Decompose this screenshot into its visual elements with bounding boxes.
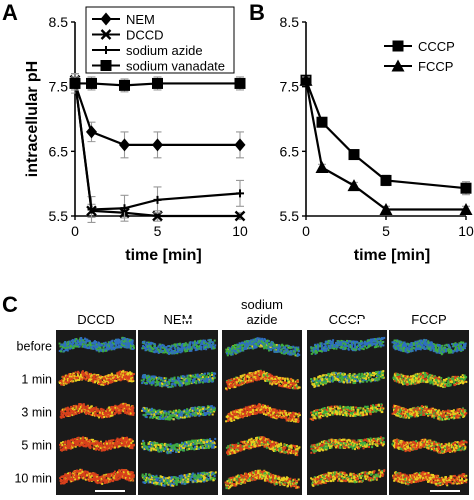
column-title: sodium (241, 297, 283, 312)
legend-marker (393, 41, 404, 52)
legend-label: sodium vanadate (126, 59, 225, 74)
data-point (119, 80, 130, 91)
x-tick-label: 5 (382, 223, 390, 239)
legend-label: sodium azide (126, 43, 203, 58)
x-tick-label: 10 (458, 223, 474, 239)
data-point (152, 78, 163, 89)
row-label: 5 min (21, 439, 52, 453)
y-axis-label: intracellular pH (24, 61, 41, 177)
y-tick-label: 8.5 (49, 14, 69, 30)
series-cccp (301, 75, 472, 195)
panel-label-a: A (2, 0, 18, 25)
row-label: 3 min (21, 406, 52, 420)
x-tick-label: 0 (302, 223, 310, 239)
data-point (154, 196, 162, 204)
legend-label: DCCD (126, 28, 164, 43)
data-point (317, 117, 328, 128)
data-point (152, 138, 163, 151)
data-point (70, 78, 81, 89)
y-tick-label: 7.5 (49, 79, 69, 95)
row-label: before (17, 340, 52, 354)
series-line (306, 80, 466, 209)
legend: CCCP FCCP (384, 39, 455, 74)
data-point (348, 179, 361, 191)
chart-a: 5.5 6.5 7.5 8.5 0 5 10 time [min] intracellular … (24, 7, 248, 264)
data-point (461, 183, 472, 194)
series-sodium-vanadate (70, 77, 246, 92)
data-point (236, 189, 244, 197)
data-point (381, 175, 392, 186)
panel-label-b: B (249, 0, 265, 25)
y-tick-label: 6.5 (49, 143, 69, 159)
data-point (86, 125, 97, 138)
y-tick-label: 5.5 (49, 208, 69, 224)
column-title: azide (246, 312, 277, 327)
legend-marker (101, 60, 112, 71)
row-label: 10 min (14, 472, 52, 486)
column-title: FCCP (411, 312, 446, 327)
data-point (349, 149, 360, 160)
data-point (316, 161, 329, 173)
data-point (235, 78, 246, 89)
legend-label: FCCP (418, 59, 453, 74)
column-title: DCCD (77, 312, 115, 327)
x-axis-label: time [min] (125, 247, 201, 264)
x-tick-label: 10 (232, 223, 248, 239)
series-fccp (300, 74, 473, 215)
y-tick-label: 7.5 (280, 79, 300, 95)
x-tick-label: 0 (71, 223, 79, 239)
data-point (235, 138, 246, 151)
data-point (86, 78, 97, 89)
x-tick-label: 5 (154, 223, 162, 239)
legend-label: NEM (126, 12, 155, 27)
chart-b: 5.5 6.5 7.5 8.5 0 5 10 time [min] CCCP FCCP (280, 14, 474, 264)
legend-label: CCCP (418, 39, 455, 54)
panel-label-c: C (2, 292, 18, 317)
row-label: 1 min (21, 373, 52, 387)
y-tick-label: 6.5 (280, 143, 300, 159)
y-tick-label: 5.5 (280, 208, 300, 224)
y-tick-label: 8.5 (280, 14, 300, 30)
data-point (119, 138, 130, 151)
x-axis-label: time [min] (354, 247, 430, 264)
